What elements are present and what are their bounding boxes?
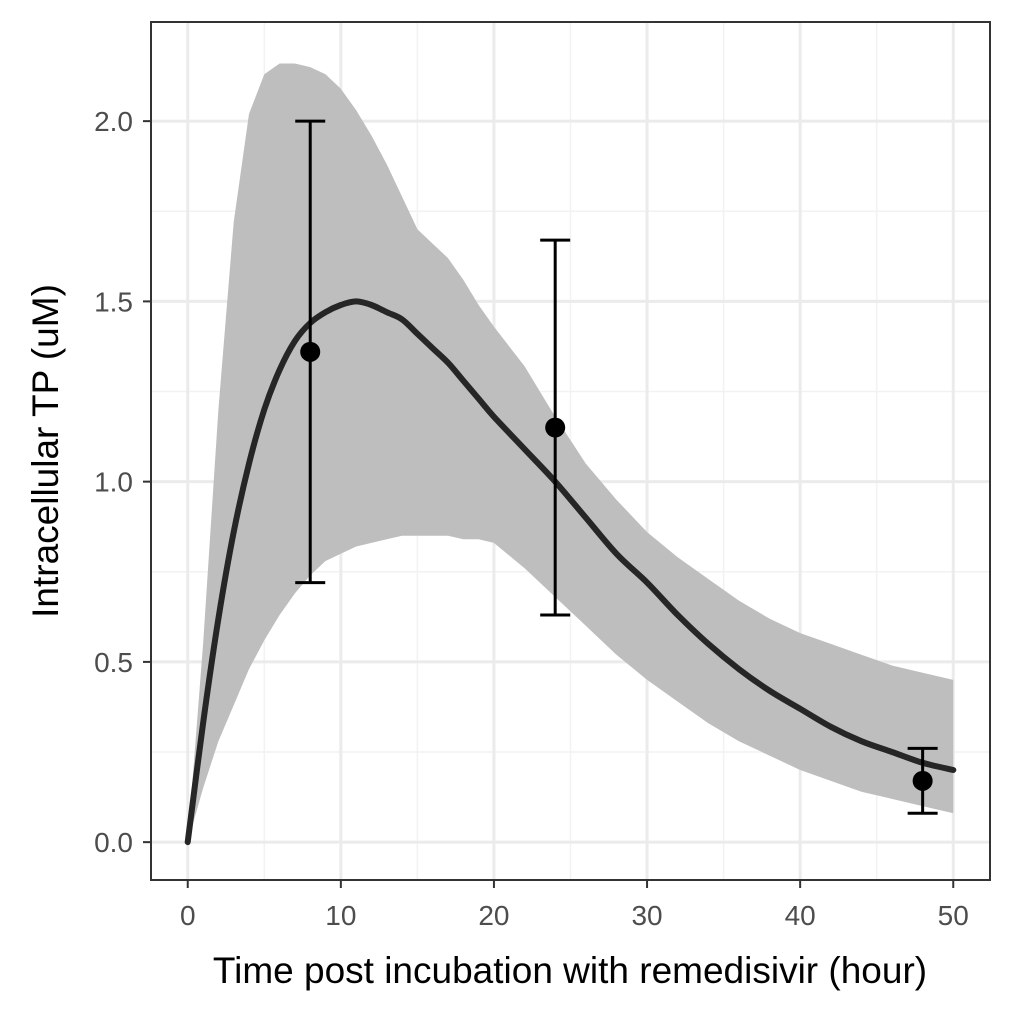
y-tick-label: 0.5 <box>94 647 133 678</box>
x-axis: 0 10 20 30 40 50 <box>180 880 969 931</box>
confidence-band <box>187 63 954 843</box>
data-point <box>545 417 566 438</box>
y-axis: 0.0 0.5 1.0 1.5 2.0 <box>94 106 151 858</box>
fitted-curve <box>184 298 957 846</box>
x-tick-label: 50 <box>938 900 969 931</box>
x-tick-label: 10 <box>325 900 356 931</box>
y-axis-title: Intracellular TP (uM) <box>25 284 66 618</box>
y-tick-label: 0.0 <box>94 827 133 858</box>
x-axis-title: Time post incubation with remedisivir (h… <box>213 950 927 991</box>
x-tick-label: 20 <box>478 900 509 931</box>
x-tick-label: 0 <box>180 900 196 931</box>
fitted-curve-layer <box>184 298 957 846</box>
y-tick-label: 2.0 <box>94 106 133 137</box>
data-point <box>300 341 321 362</box>
data-points-layer <box>300 341 933 791</box>
data-point <box>912 770 933 791</box>
x-tick-label: 40 <box>785 900 816 931</box>
plot-panel-border <box>150 21 991 881</box>
x-tick-label: 30 <box>631 900 662 931</box>
y-tick-label: 1.5 <box>94 286 133 317</box>
y-tick-label: 1.0 <box>94 467 133 498</box>
confidence-band-layer <box>187 63 954 843</box>
